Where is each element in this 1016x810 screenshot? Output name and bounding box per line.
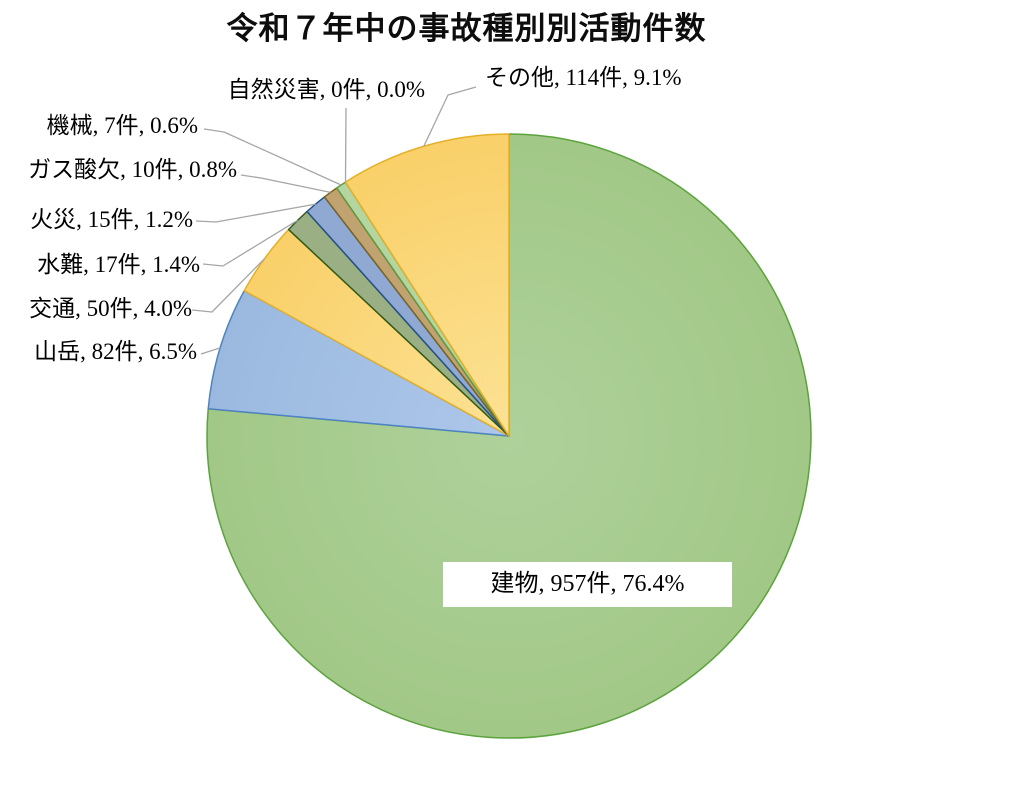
pie-slices-group xyxy=(206,133,812,739)
leader-line-5 xyxy=(240,174,331,194)
leader-line-6 xyxy=(203,128,342,186)
leader-line-8 xyxy=(423,86,477,147)
leader-line-1 xyxy=(200,347,221,355)
leader-line-7 xyxy=(344,107,347,183)
leader-line-3 xyxy=(202,219,298,267)
leader-line-2 xyxy=(191,258,265,313)
pie-slice-1 xyxy=(207,289,510,437)
leader-lines-group xyxy=(191,86,477,355)
leader-line-4 xyxy=(195,203,316,223)
chart-title: 令和７年中の事故種別別活動件数 xyxy=(226,11,707,46)
